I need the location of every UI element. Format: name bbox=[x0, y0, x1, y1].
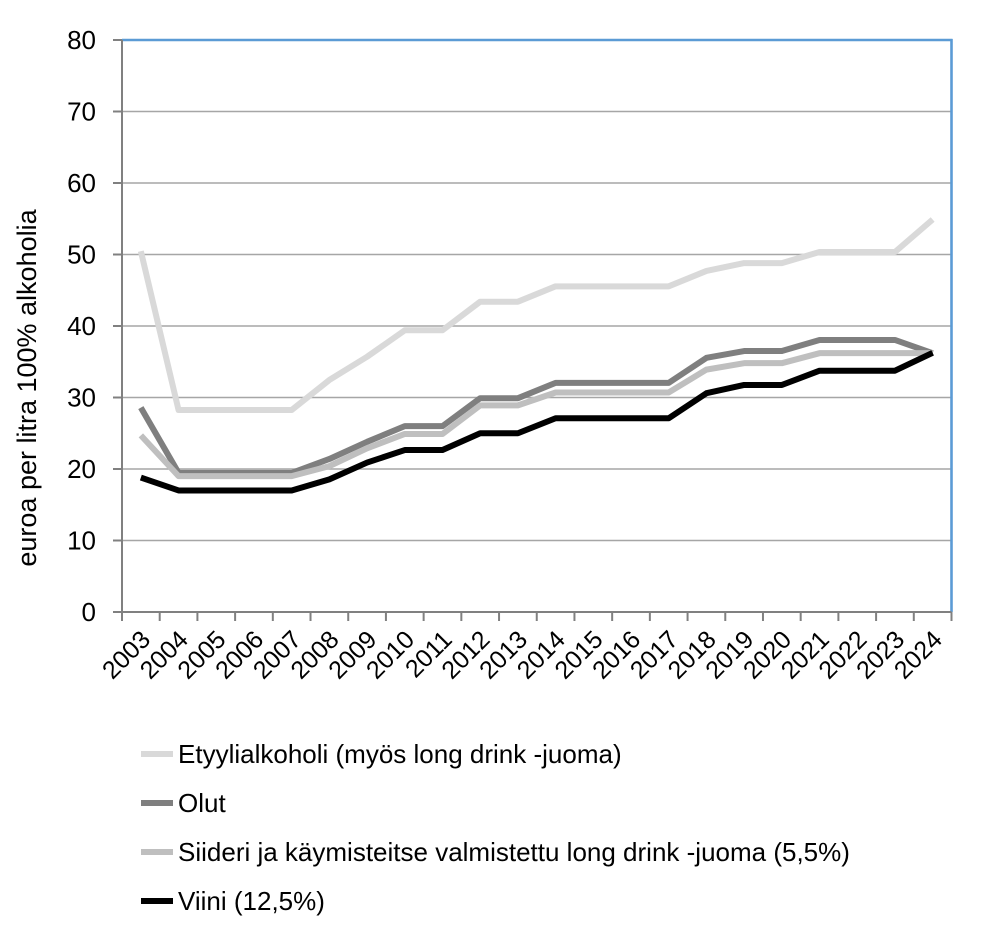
y-tick-label: 40 bbox=[67, 311, 96, 341]
y-tick-label: 20 bbox=[67, 454, 96, 484]
legend-item: Siideri ja käymisteitse valmistettu long… bbox=[141, 827, 850, 876]
series-line-2 bbox=[138, 336, 934, 476]
y-tick-label: 70 bbox=[67, 97, 96, 127]
legend-label: Etyylialkoholi (myös long drink -juoma) bbox=[178, 738, 622, 769]
series-line-1 bbox=[137, 217, 935, 414]
legend-label: Viini (12,5%) bbox=[178, 885, 325, 916]
legend-label: Siideri ja käymisteitse valmistettu long… bbox=[178, 836, 850, 867]
legend-swatch-line bbox=[141, 848, 173, 855]
y-tick-label: 80 bbox=[67, 25, 96, 55]
y-tick-label: 60 bbox=[67, 168, 96, 198]
legend-item: Viini (12,5%) bbox=[141, 876, 850, 925]
legend-item: Olut bbox=[141, 778, 850, 827]
legend-swatch-line bbox=[141, 799, 173, 806]
y-tick-label: 10 bbox=[67, 526, 96, 556]
series-line-4 bbox=[139, 350, 934, 494]
legend-swatch-line bbox=[141, 897, 173, 904]
series-line-3 bbox=[138, 350, 933, 480]
y-tick-label: 50 bbox=[67, 240, 96, 270]
y-tick-label: 0 bbox=[82, 597, 96, 627]
line-chart: euroa per litra 100% alkoholia 0 10 20 30 40… bbox=[12, 25, 953, 685]
y-axis-title: euroa per litra 100% alkoholia bbox=[12, 208, 42, 566]
y-tick-label: 30 bbox=[67, 383, 96, 413]
legend-item: Etyylialkoholi (myös long drink -juoma) bbox=[141, 729, 850, 778]
legend: Etyylialkoholi (myös long drink -juoma) … bbox=[141, 729, 850, 925]
legend-swatch-line bbox=[141, 750, 173, 757]
legend-label: Olut bbox=[178, 787, 226, 818]
